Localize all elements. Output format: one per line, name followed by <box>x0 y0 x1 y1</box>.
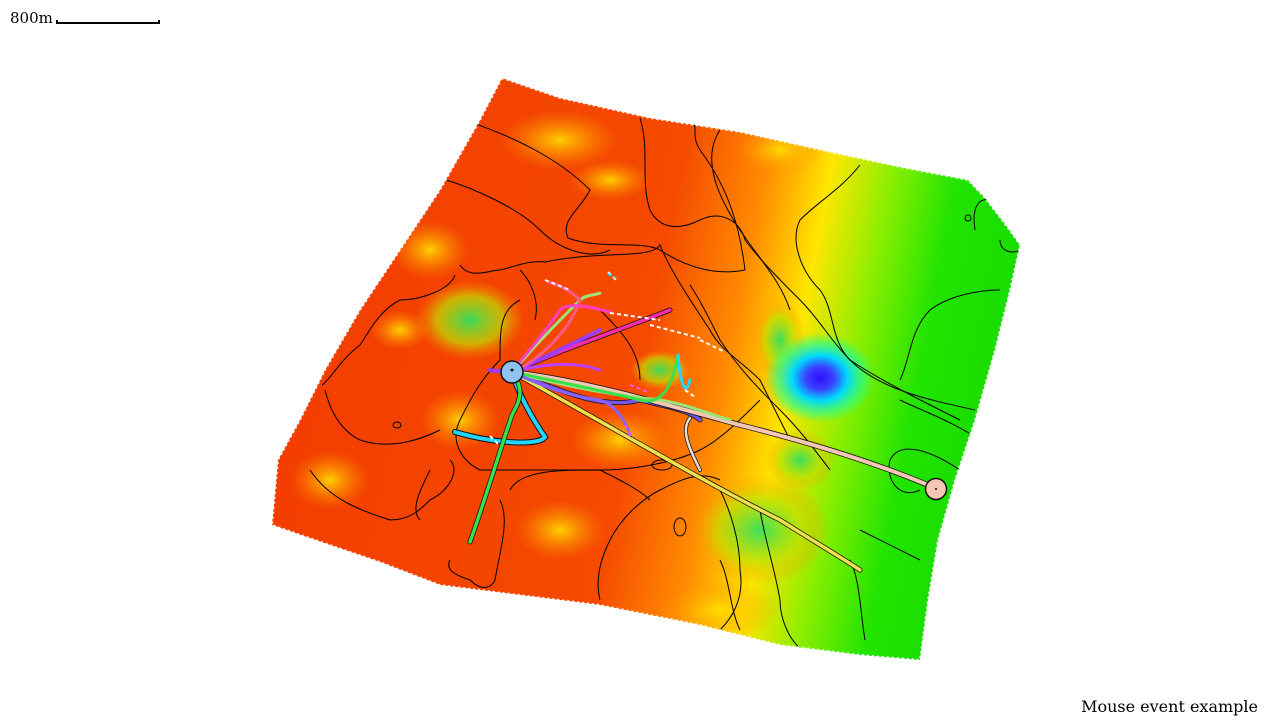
well-path[interactable] <box>510 353 680 403</box>
well-path[interactable] <box>468 370 522 544</box>
scale-bar-label: 800m <box>10 9 53 27</box>
well-trajectories[interactable] <box>452 280 938 573</box>
well-path[interactable] <box>676 353 692 390</box>
caption-text: Mouse event example <box>1081 697 1258 716</box>
perforation-markers <box>489 271 726 445</box>
well-path[interactable] <box>684 416 702 472</box>
well-path[interactable] <box>510 370 632 437</box>
terrain-surface <box>272 78 1020 660</box>
well-path[interactable] <box>510 304 612 374</box>
wellhead-right[interactable] <box>924 477 948 501</box>
well-path[interactable] <box>453 370 548 445</box>
scale-bar: 800m <box>10 9 160 27</box>
terrain-edge <box>270 76 1022 662</box>
scale-bar-line <box>55 20 160 24</box>
contour-lines <box>309 117 1020 649</box>
well-path[interactable] <box>510 370 937 490</box>
well-path[interactable] <box>510 370 862 572</box>
well-path[interactable] <box>510 370 732 422</box>
wellhead-left[interactable] <box>500 360 524 384</box>
